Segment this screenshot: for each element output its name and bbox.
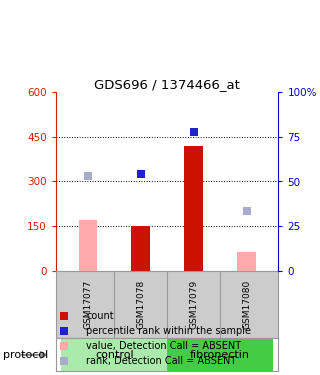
Text: GSM17080: GSM17080: [242, 280, 251, 330]
Text: control: control: [95, 350, 133, 360]
Point: [61, 328, 67, 334]
Text: protocol: protocol: [3, 350, 48, 360]
Bar: [237, 252, 256, 271]
Text: GSM17079: GSM17079: [189, 280, 198, 330]
Point: [61, 313, 67, 319]
Point: [61, 358, 67, 364]
Text: value, Detection Call = ABSENT: value, Detection Call = ABSENT: [86, 340, 242, 351]
Text: GSM17078: GSM17078: [136, 280, 145, 330]
Point: [191, 129, 196, 135]
Bar: [167, 339, 273, 371]
Text: count: count: [86, 311, 114, 321]
Text: rank, Detection Call = ABSENT: rank, Detection Call = ABSENT: [86, 356, 237, 366]
Text: fibronectin: fibronectin: [190, 350, 250, 360]
Point: [138, 171, 143, 177]
Text: GSM17077: GSM17077: [83, 280, 92, 330]
Bar: [61, 339, 167, 371]
Point: [244, 209, 249, 214]
Point: [85, 172, 90, 178]
Bar: [78, 220, 97, 271]
Title: GDS696 / 1374466_at: GDS696 / 1374466_at: [94, 78, 240, 91]
Bar: [184, 146, 203, 271]
Bar: [132, 226, 150, 271]
Text: percentile rank within the sample: percentile rank within the sample: [86, 326, 252, 336]
Point: [61, 343, 67, 349]
